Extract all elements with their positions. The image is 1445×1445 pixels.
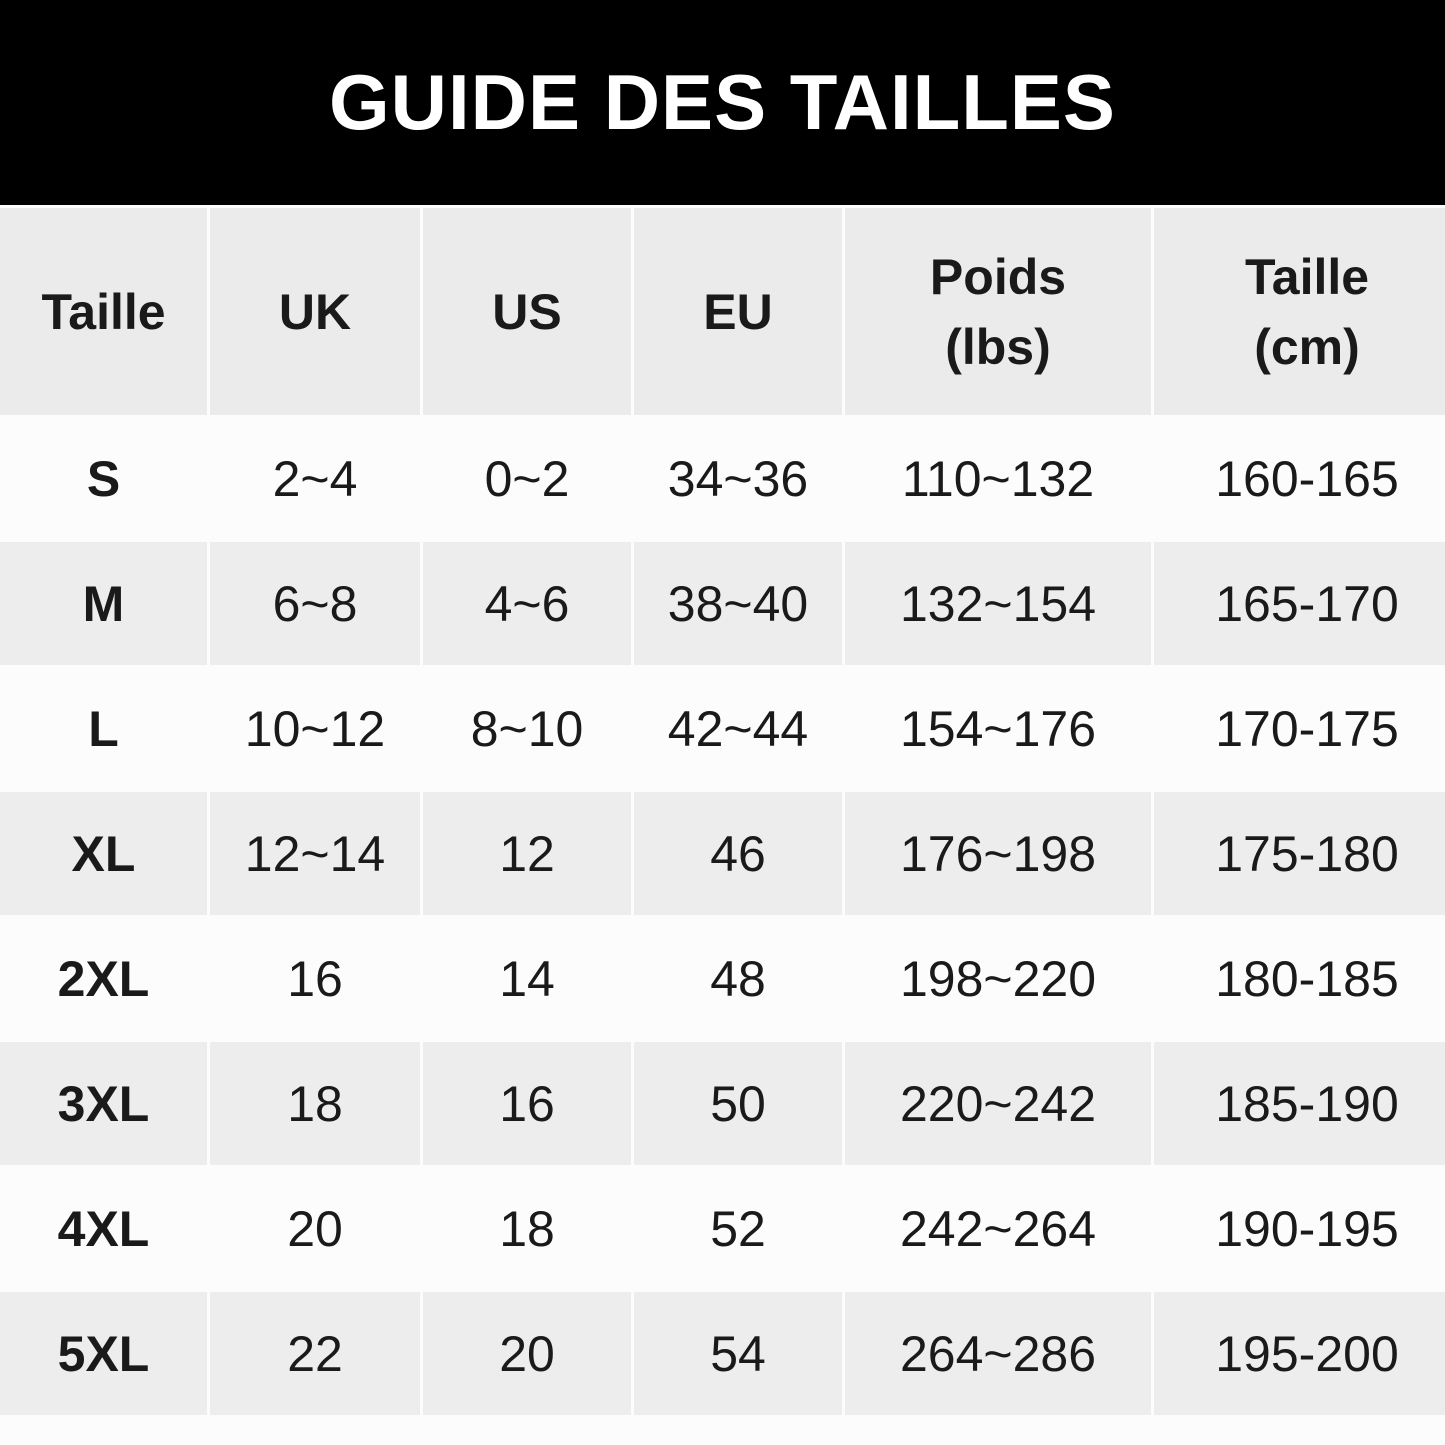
table-cell: 48: [634, 915, 842, 1042]
table-cell: 46: [634, 792, 842, 915]
table-cell: 12: [423, 792, 631, 915]
size-label-cell: S: [0, 415, 207, 542]
table-cell: 18: [210, 1042, 420, 1165]
table-cell: 175-180: [1154, 792, 1445, 915]
size-label-cell: M: [0, 542, 207, 665]
size-label-cell: 5XL: [0, 1292, 207, 1415]
size-label-cell: L: [0, 665, 207, 792]
table-cell: 198~220: [845, 915, 1151, 1042]
table-cell: 16: [423, 1042, 631, 1165]
table-cell: 170-175: [1154, 665, 1445, 792]
table-cell: 154~176: [845, 665, 1151, 792]
column-header: Poids (lbs): [845, 208, 1151, 415]
table-cell: 34~36: [634, 415, 842, 542]
table-cell: 160-165: [1154, 415, 1445, 542]
table-cell: 165-170: [1154, 542, 1445, 665]
column-header: UK: [210, 208, 420, 415]
table-cell: 242~264: [845, 1165, 1151, 1292]
table-cell: 0~2: [423, 415, 631, 542]
column-header: EU: [634, 208, 842, 415]
table-cell: 52: [634, 1165, 842, 1292]
table-cell: 190-195: [1154, 1165, 1445, 1292]
table-cell: 2~4: [210, 415, 420, 542]
column-header: Taille: [0, 208, 207, 415]
table-cell: 12~14: [210, 792, 420, 915]
table-cell: 14: [423, 915, 631, 1042]
table-cell: 8~10: [423, 665, 631, 792]
title-banner: GUIDE DES TAILLES: [0, 0, 1445, 205]
table-cell: 54: [634, 1292, 842, 1415]
column-header: Taille (cm): [1154, 208, 1445, 415]
table-cell: 180-185: [1154, 915, 1445, 1042]
table-cell: 20: [423, 1292, 631, 1415]
table-cell: 50: [634, 1042, 842, 1165]
table-cell: 10~12: [210, 665, 420, 792]
size-label-cell: 3XL: [0, 1042, 207, 1165]
size-label-cell: 2XL: [0, 915, 207, 1042]
page-title: GUIDE DES TAILLES: [329, 58, 1116, 146]
table-cell: 42~44: [634, 665, 842, 792]
column-header: US: [423, 208, 631, 415]
size-label-cell: 4XL: [0, 1165, 207, 1292]
table-cell: 6~8: [210, 542, 420, 665]
table-cell: 20: [210, 1165, 420, 1292]
table-cell: 195-200: [1154, 1292, 1445, 1415]
table-cell: 185-190: [1154, 1042, 1445, 1165]
table-cell: 18: [423, 1165, 631, 1292]
size-chart-table: Taille UK US EU Poids (lbs) Taille (cm) S 2~4 0~…: [0, 208, 1445, 1415]
table-cell: 132~154: [845, 542, 1151, 665]
table-cell: 4~6: [423, 542, 631, 665]
table-cell: 16: [210, 915, 420, 1042]
table-cell: 264~286: [845, 1292, 1151, 1415]
table-cell: 176~198: [845, 792, 1151, 915]
table-cell: 110~132: [845, 415, 1151, 542]
size-label-cell: XL: [0, 792, 207, 915]
table-cell: 22: [210, 1292, 420, 1415]
table-cell: 38~40: [634, 542, 842, 665]
table-cell: 220~242: [845, 1042, 1151, 1165]
